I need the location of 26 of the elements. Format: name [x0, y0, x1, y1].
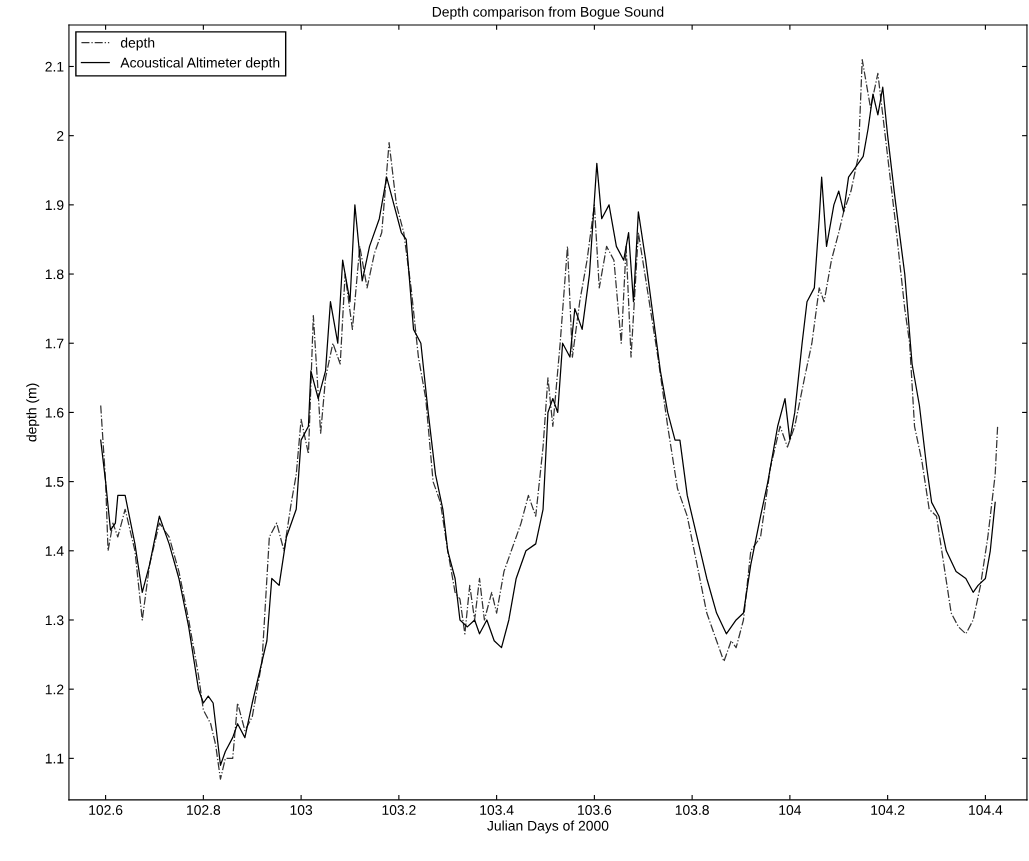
x-axis-title: Julian Days of 2000 [487, 820, 609, 834]
chart-title: Depth comparison from Bogue Sound [432, 6, 664, 20]
y-tick-label: 1.8 [45, 269, 64, 280]
y-axis-title: depth (m) [26, 383, 40, 442]
x-tick-label: 103.4 [480, 805, 514, 815]
legend-label: depth [120, 37, 155, 51]
y-tick-label: 1.5 [45, 477, 64, 487]
x-tick-label: 102.6 [89, 805, 123, 815]
y-tick-label: 1.2 [45, 684, 64, 695]
x-tick-label: 104.4 [969, 805, 1003, 815]
y-tick-label: 1.3 [45, 615, 64, 626]
x-tick-label: 103 [290, 805, 313, 815]
x-tick-label: 103.8 [675, 805, 709, 815]
y-tick-label: 1.9 [45, 200, 64, 211]
legend-label: Acoustical Altimeter depth [120, 57, 280, 71]
y-tick-label: 1.4 [45, 546, 64, 556]
x-tick-label: 104.2 [871, 805, 905, 815]
x-tick-label: 104 [779, 805, 802, 815]
x-tick-label: 103.2 [382, 805, 416, 815]
x-tick-label: 102.8 [187, 805, 221, 815]
y-tick-label: 1.7 [45, 338, 64, 349]
y-tick-label: 2.1 [45, 61, 64, 72]
y-tick-label: 2 [57, 131, 64, 141]
x-tick-label: 103.6 [578, 805, 612, 815]
y-tick-label: 1.1 [45, 753, 64, 764]
y-tick-label: 1.6 [45, 407, 64, 418]
